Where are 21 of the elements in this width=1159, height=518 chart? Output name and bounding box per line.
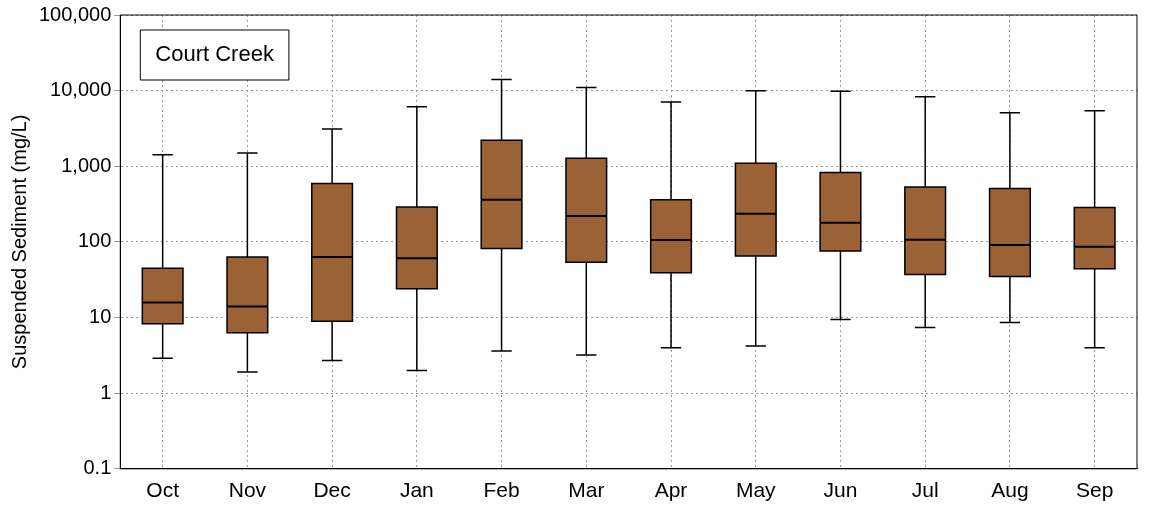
x-tick-label: Sep — [1075, 478, 1114, 502]
y-tick-label: 100 — [77, 229, 112, 252]
y-tick-label: 100,000 — [39, 2, 112, 25]
y-tick-label: 10,000 — [50, 78, 112, 101]
x-tick-label: Jan — [399, 478, 434, 502]
x-tick-label: Nov — [228, 478, 267, 502]
annotation: Court Creek — [155, 41, 275, 67]
x-tick-label: Jul — [911, 478, 939, 502]
x-tick-label: May — [735, 478, 777, 502]
y-tick-label: 1 — [100, 380, 112, 403]
y-axis-title: Suspended Sediment (mg/L) — [7, 114, 30, 370]
x-tick-label: Apr — [654, 478, 688, 502]
x-tick-label: Oct — [146, 478, 180, 502]
x-tick-label: Aug — [991, 478, 1029, 502]
x-tick-label: Feb — [483, 478, 520, 502]
y-tick-label: 10 — [89, 305, 112, 328]
y-tick-label: 1,000 — [61, 153, 112, 176]
y-tick-label: 0.1 — [83, 456, 112, 479]
x-tick-label: Jun — [823, 478, 858, 502]
x-tick-label: Dec — [313, 478, 351, 502]
x-tick-label: Mar — [568, 478, 605, 502]
